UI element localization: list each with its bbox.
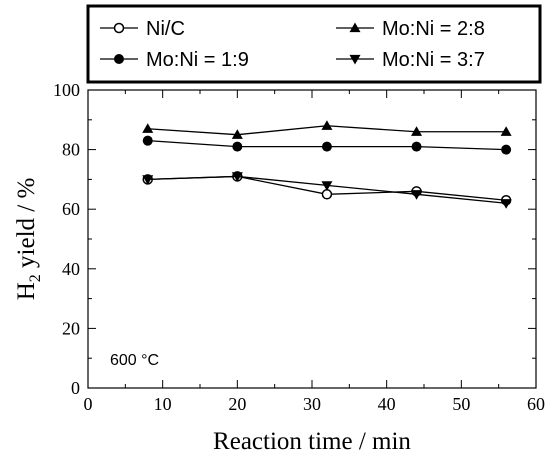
x-tick-label: 0: [84, 394, 93, 414]
axis-ticks: 0 10 20 30 40 50 60 0 20 40 60 80 100: [53, 80, 545, 414]
legend-items: Ni/C Mo:Ni = 2:8 Mo:Ni = 1:9 Mo:Ni = 3:7: [100, 18, 485, 71]
series-layer: [142, 120, 512, 209]
data-point-mo-ni-3-7: [231, 172, 243, 182]
y-axis-label-subscript: 2: [27, 274, 44, 282]
data-point-mo-ni-3-7: [142, 175, 154, 185]
data-point-mo-ni-1-9: [232, 141, 243, 152]
y-tick-label: 100: [53, 80, 80, 100]
legend-label-ni-c: Ni/C: [146, 18, 185, 40]
y-tick-label: 80: [62, 140, 80, 160]
temperature-annotation: 600 °C: [110, 352, 159, 369]
data-point-mo-ni-1-9: [411, 141, 422, 152]
y-tick-label: 0: [71, 378, 80, 398]
legend-box: [86, 4, 542, 84]
legend-label-mo-ni-1-9: Mo:Ni = 1:9: [146, 49, 249, 71]
data-point-mo-ni-3-7: [321, 181, 333, 191]
y-axis-label-main: H: [13, 282, 40, 300]
x-tick-label: 30: [303, 394, 321, 414]
y-tick-label: 40: [62, 259, 80, 279]
data-point-mo-ni-3-7: [411, 190, 423, 200]
data-point-mo-ni-2-8: [500, 126, 512, 136]
data-point-ni-c: [321, 189, 333, 200]
plot-frame: [87, 89, 537, 389]
data-point-mo-ni-1-9: [501, 144, 512, 155]
legend: Ni/C Mo:Ni = 2:8 Mo:Ni = 1:9 Mo:Ni = 3:7: [86, 4, 542, 84]
data-point-mo-ni-2-8: [411, 126, 423, 136]
legend-marker-mo-ni-3-7: [349, 54, 361, 65]
x-tick-label: 10: [154, 394, 172, 414]
legend-label-mo-ni-2-8: Mo:Ni = 2:8: [382, 18, 485, 40]
y-tick-label: 60: [62, 199, 80, 219]
data-point-mo-ni-2-8: [321, 120, 333, 130]
data-point-mo-ni-2-8: [231, 129, 243, 139]
legend-marker-mo-ni-2-8: [349, 22, 361, 33]
data-point-mo-ni-1-9: [321, 141, 332, 152]
x-tick-label: 20: [228, 394, 246, 414]
y-axis-label-rest: yield / %: [13, 178, 40, 275]
data-point-mo-ni-3-7: [500, 199, 512, 209]
x-tick-label: 40: [378, 394, 396, 414]
y-tick-label: 20: [62, 318, 80, 338]
x-axis-label: Reaction time / min: [213, 428, 411, 455]
legend-label-mo-ni-3-7: Mo:Ni = 3:7: [382, 49, 485, 71]
data-point-mo-ni-2-8: [142, 123, 154, 133]
legend-marker-ni-c: [113, 22, 125, 34]
y-axis-label: H2 yield / %: [13, 178, 44, 301]
x-tick-label: 50: [452, 394, 470, 414]
legend-marker-mo-ni-1-9: [114, 54, 124, 64]
x-tick-label: 60: [527, 394, 545, 414]
data-point-mo-ni-1-9: [142, 135, 153, 146]
